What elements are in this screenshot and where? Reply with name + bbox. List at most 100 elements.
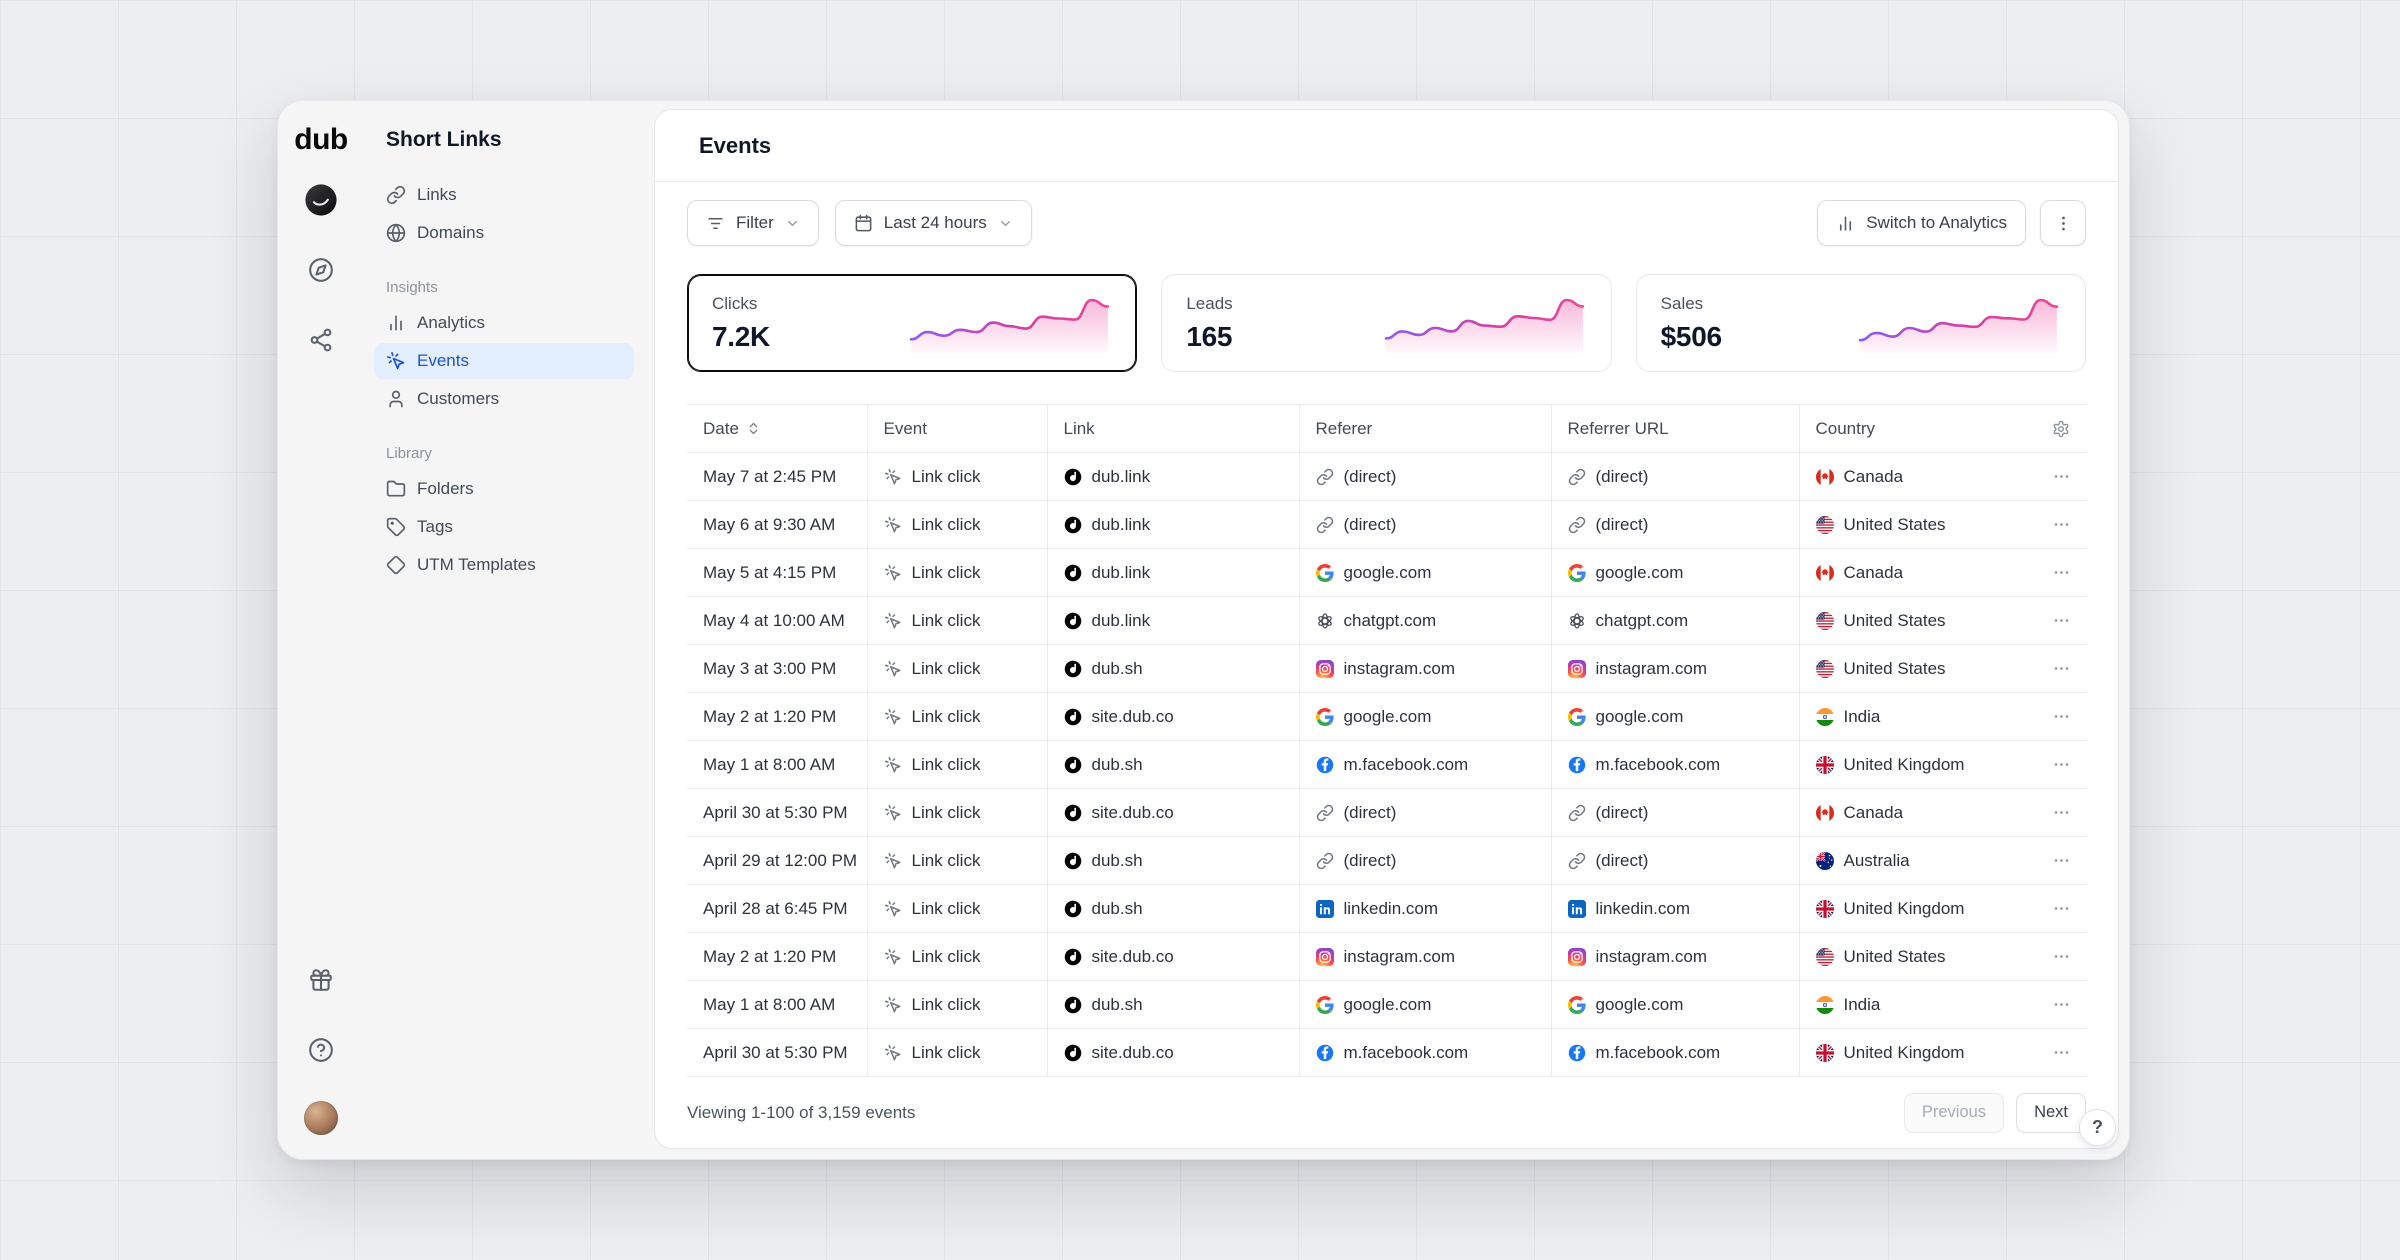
table-settings-button[interactable] xyxy=(2046,414,2076,444)
pointer-click-icon xyxy=(884,852,902,870)
user-avatar[interactable] xyxy=(304,1101,338,1135)
row-menu-button[interactable] xyxy=(2046,606,2076,636)
row-menu-button[interactable] xyxy=(2046,462,2076,492)
sidebar-item-label: Analytics xyxy=(417,313,486,332)
direct-icon xyxy=(1568,468,1586,486)
sidebar-item-analytics[interactable]: Analytics xyxy=(374,305,634,341)
filter-button-label: Filter xyxy=(736,213,774,232)
flag-us-icon xyxy=(1815,515,1834,534)
column-header-date[interactable]: Date xyxy=(687,404,868,453)
workspace-avatar-icon[interactable] xyxy=(302,181,340,219)
table-row[interactable]: April 28 at 6:45 PM Link click dub.sh linke… xyxy=(687,884,2086,933)
dub-logo-icon xyxy=(1064,564,1082,582)
table-row[interactable]: May 4 at 10:00 AM Link click dub.link chatg… xyxy=(687,596,2086,645)
compass-icon[interactable] xyxy=(302,251,340,289)
icon-rail: dub xyxy=(278,101,364,1159)
direct-icon xyxy=(1568,516,1586,534)
more-options-button[interactable] xyxy=(2040,200,2086,246)
sidebar-item-utm-templates[interactable]: UTM Templates xyxy=(374,547,634,583)
cell-referer: (direct) xyxy=(1299,500,1552,549)
cell-referrer-url: google.com xyxy=(1551,692,1800,741)
pointer-click-icon xyxy=(884,564,902,582)
row-menu-button[interactable] xyxy=(2046,510,2076,540)
table-row[interactable]: May 6 at 9:30 AM Link click dub.link (direc… xyxy=(687,500,2086,549)
row-menu-button[interactable] xyxy=(2046,798,2076,828)
chevron-down-icon xyxy=(785,216,800,231)
sidebar-item-events[interactable]: Events xyxy=(374,343,634,379)
filter-button[interactable]: Filter xyxy=(687,200,819,246)
table-row[interactable]: April 30 at 5:30 PM Link click site.dub.co… xyxy=(687,788,2086,837)
cell-referrer-url: google.com xyxy=(1551,980,1800,1029)
cell-country: United Kingdom xyxy=(1799,884,2086,933)
stat-card-leads[interactable]: Leads 165 xyxy=(1161,274,1612,372)
row-menu-button[interactable] xyxy=(2046,702,2076,732)
cell-referrer-url: instagram.com xyxy=(1551,644,1800,693)
help-fab-button[interactable]: ? xyxy=(2079,1109,2116,1146)
gift-icon[interactable] xyxy=(302,961,340,999)
linkedin-icon xyxy=(1315,899,1334,918)
cell-link: dub.sh xyxy=(1047,740,1300,789)
table-row[interactable]: April 30 at 5:30 PM Link click site.dub.co… xyxy=(687,1028,2086,1077)
facebook-icon xyxy=(1568,756,1586,774)
stat-card-clicks[interactable]: Clicks 7.2K xyxy=(687,274,1138,372)
cell-referrer-url: chatgpt.com xyxy=(1551,596,1800,645)
flag-gb-icon xyxy=(1815,899,1834,918)
row-menu-button[interactable] xyxy=(2046,654,2076,684)
row-menu-button[interactable] xyxy=(2046,894,2076,924)
flag-ca-icon xyxy=(1815,803,1834,822)
sidebar-item-folders[interactable]: Folders xyxy=(374,471,634,507)
stat-label: Sales xyxy=(1660,293,1704,313)
table-row[interactable]: May 1 at 8:00 AM Link click dub.sh google.c… xyxy=(687,980,2086,1029)
pointer-click-icon xyxy=(884,660,902,678)
sidebar-item-domains[interactable]: Domains xyxy=(374,215,634,251)
dub-logo[interactable]: dub xyxy=(294,123,348,156)
sidebar-item-links[interactable]: Links xyxy=(374,177,634,213)
table-row[interactable]: May 7 at 2:45 PM Link click dub.link (direc… xyxy=(687,452,2086,501)
next-page-button[interactable]: Next xyxy=(2016,1092,2086,1133)
table-row[interactable]: April 29 at 12:00 PM Link click dub.sh (dir… xyxy=(687,836,2086,885)
section-label-library: Library xyxy=(386,445,432,462)
row-menu-button[interactable] xyxy=(2046,942,2076,972)
switch-to-analytics-button[interactable]: Switch to Analytics xyxy=(1817,200,2026,246)
date-range-button[interactable]: Last 24 hours xyxy=(834,200,1032,246)
cell-referer: google.com xyxy=(1299,548,1552,597)
stat-card-sales[interactable]: Sales $506 xyxy=(1635,274,2086,372)
cell-referer: google.com xyxy=(1299,692,1552,741)
cell-link: dub.link xyxy=(1047,596,1300,645)
dub-logo-icon xyxy=(1064,948,1082,966)
column-header-link: Link xyxy=(1047,404,1300,453)
row-menu-button[interactable] xyxy=(2046,1038,2076,1068)
cell-country: Canada xyxy=(1799,788,2086,837)
previous-page-button[interactable]: Previous xyxy=(1903,1092,2005,1133)
table-row[interactable]: May 5 at 4:15 PM Link click dub.link google… xyxy=(687,548,2086,597)
cell-link: site.dub.co xyxy=(1047,692,1300,741)
row-menu-button[interactable] xyxy=(2046,990,2076,1020)
events-table: Date Event Link Referer Referrer URL Cou… xyxy=(687,404,2086,1077)
cell-event: Link click xyxy=(867,692,1048,741)
sidebar-item-tags[interactable]: Tags xyxy=(374,509,634,545)
cell-referer: instagram.com xyxy=(1299,644,1552,693)
table-row[interactable]: May 1 at 8:00 AM Link click dub.sh m.facebo… xyxy=(687,740,2086,789)
sidebar-item-customers[interactable]: Customers xyxy=(374,381,634,417)
cell-referrer-url: instagram.com xyxy=(1551,932,1800,981)
cell-event: Link click xyxy=(867,980,1048,1029)
integrations-icon[interactable] xyxy=(302,321,340,359)
row-menu-button[interactable] xyxy=(2046,846,2076,876)
sort-icon[interactable] xyxy=(746,421,761,436)
stat-value: 7.2K xyxy=(712,320,770,352)
row-menu-button[interactable] xyxy=(2046,558,2076,588)
sidebar-item-label: Tags xyxy=(417,517,453,536)
help-icon[interactable] xyxy=(302,1031,340,1069)
bar-chart-icon xyxy=(386,313,406,333)
pointer-click-icon xyxy=(884,756,902,774)
cell-date: May 2 at 1:20 PM xyxy=(687,692,868,741)
pointer-click-icon xyxy=(884,900,902,918)
row-menu-button[interactable] xyxy=(2046,750,2076,780)
table-row[interactable]: May 2 at 1:20 PM Link click site.dub.co ins… xyxy=(687,932,2086,981)
cell-link: dub.sh xyxy=(1047,980,1300,1029)
sidebar-title: Short Links xyxy=(386,128,502,151)
table-row[interactable]: May 2 at 1:20 PM Link click site.dub.co goo… xyxy=(687,692,2086,741)
table-row[interactable]: May 3 at 3:00 PM Link click dub.sh instagra… xyxy=(687,644,2086,693)
cell-date: April 30 at 5:30 PM xyxy=(687,1028,868,1077)
cell-date: May 7 at 2:45 PM xyxy=(687,452,868,501)
